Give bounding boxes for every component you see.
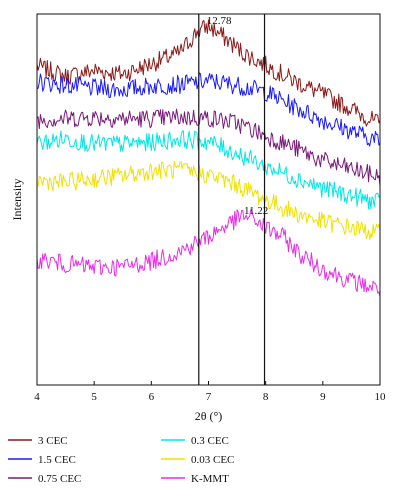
x-tick-label: 9 bbox=[320, 391, 326, 403]
legend-label: K-MMT bbox=[191, 473, 229, 485]
series-line-0-75-cec bbox=[36, 108, 381, 186]
legend-label: 0.75 CEC bbox=[38, 473, 81, 485]
series-line-0-3-cec bbox=[36, 130, 381, 210]
x-tick-label: 8 bbox=[263, 391, 269, 403]
peak-annotation-1: 12.78 bbox=[207, 15, 232, 27]
series-layer bbox=[36, 19, 381, 297]
legend-label: 0.03 CEC bbox=[191, 454, 234, 466]
x-tick-label: 10 bbox=[375, 391, 387, 403]
x-axis-label: 2θ (°) bbox=[195, 409, 223, 423]
legend-label: 0.3 CEC bbox=[191, 435, 229, 447]
plot-area: 4 5 6 7 8 9 10 12.78 11.22 bbox=[34, 13, 386, 403]
legend-item-0-03-cec: 0.03 CEC bbox=[161, 454, 234, 466]
reference-lines bbox=[198, 14, 266, 385]
series-line-1-5-cec bbox=[36, 72, 381, 147]
series-line-3-cec bbox=[36, 19, 381, 127]
x-tick-label: 4 bbox=[34, 391, 40, 403]
peak-annotation-2: 11.22 bbox=[244, 205, 268, 217]
peak-annotations: 12.78 11.22 bbox=[207, 15, 269, 217]
legend: 3 CEC 1.5 CEC 0.75 CEC 0.3 CEC 0.03 CEC K-MMT bbox=[8, 435, 234, 485]
legend-item-0-3-cec: 0.3 CEC bbox=[161, 435, 229, 447]
y-axis-label: Intensity bbox=[10, 179, 24, 221]
x-tick-label: 7 bbox=[206, 391, 212, 403]
legend-item-3-cec: 3 CEC bbox=[8, 435, 68, 447]
x-tick-label: 5 bbox=[91, 391, 97, 403]
legend-item-0-75-cec: 0.75 CEC bbox=[8, 473, 81, 485]
legend-label: 3 CEC bbox=[38, 435, 68, 447]
legend-item-1-5-cec: 1.5 CEC bbox=[8, 454, 76, 466]
series-line-k-mmt bbox=[36, 209, 381, 297]
legend-label: 1.5 CEC bbox=[38, 454, 76, 466]
legend-item-k-mmt: K-MMT bbox=[161, 473, 229, 485]
x-tick-label: 6 bbox=[149, 391, 155, 403]
x-axis-ticks: 4 5 6 7 8 9 10 bbox=[34, 381, 386, 403]
series-line-0-03-cec bbox=[36, 160, 381, 241]
